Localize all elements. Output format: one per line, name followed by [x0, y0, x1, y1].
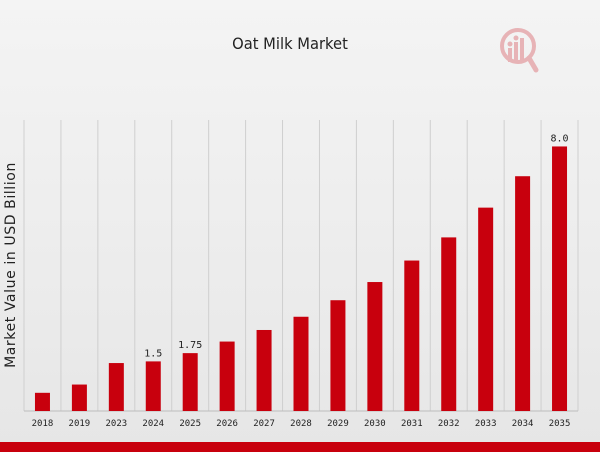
- x-tick-label: 2028: [290, 419, 312, 429]
- x-tick-label: 2031: [401, 419, 423, 429]
- bar-2029: [330, 300, 346, 411]
- data-label: 8.0: [551, 133, 569, 144]
- bar-2035: [552, 146, 568, 412]
- bar-2033: [478, 207, 494, 411]
- x-tick-label: 2029: [327, 419, 349, 429]
- chart-title: Oat Milk Market: [232, 34, 348, 53]
- bar-2031: [404, 260, 420, 411]
- x-tick-label: 2024: [142, 419, 164, 429]
- data-label: 1.75: [178, 340, 202, 351]
- x-tick-label: 2018: [32, 419, 54, 429]
- x-tick-label: 2025: [179, 419, 201, 429]
- bar-2027: [256, 329, 272, 411]
- bar-2025: [182, 353, 198, 411]
- bar-2023: [108, 363, 124, 411]
- brand-logo-icon: [500, 28, 539, 73]
- x-tick-label: 2032: [438, 419, 460, 429]
- bar-2019: [71, 384, 87, 411]
- x-tick-label: 2027: [253, 419, 275, 429]
- x-tick-label: 2026: [216, 419, 238, 429]
- bar-2026: [219, 341, 235, 411]
- x-tick-label: 2033: [475, 419, 497, 429]
- x-tick-label: 2034: [512, 419, 534, 429]
- bottom-band: [0, 442, 600, 452]
- bar-2024: [145, 361, 161, 411]
- bar-2030: [367, 282, 383, 411]
- bar-2018: [34, 392, 50, 411]
- x-tick-label: 2035: [549, 419, 571, 429]
- x-tick-label: 2023: [105, 419, 127, 429]
- bar-2032: [441, 237, 457, 411]
- bar-2028: [293, 316, 309, 411]
- x-tick-label: 2030: [364, 419, 386, 429]
- bar-2034: [515, 176, 531, 411]
- data-label: 1.5: [144, 348, 162, 359]
- x-tick-label: 2019: [69, 419, 91, 429]
